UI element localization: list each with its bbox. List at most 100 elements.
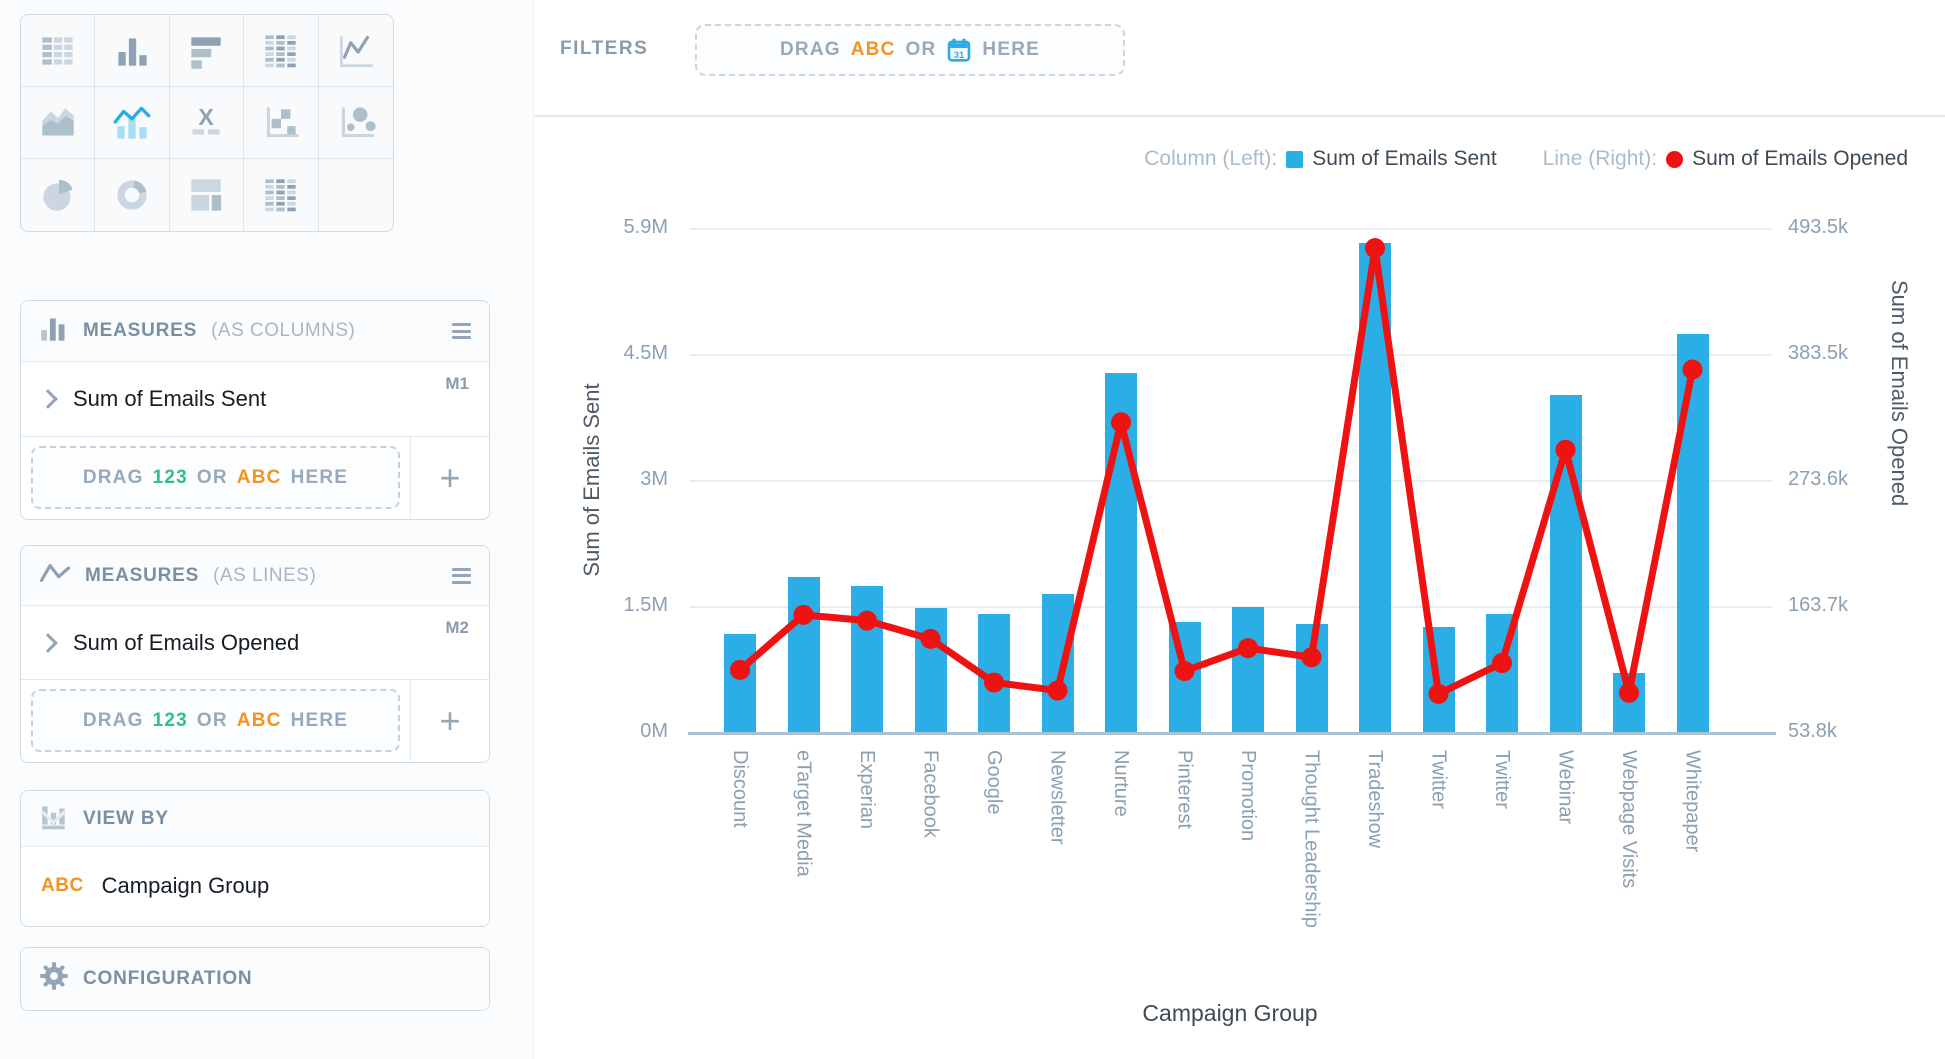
- add-measure-button[interactable]: +: [410, 437, 489, 518]
- chart-type-scatter-plot[interactable]: [244, 87, 319, 159]
- x-axis-line: [688, 732, 1776, 735]
- right-axis-tick: 383.5k: [1788, 342, 1849, 364]
- bar-chart-icon: [191, 36, 222, 69]
- x-tick-label-Promotion: Promotion: [1237, 750, 1259, 842]
- legend-line-series[interactable]: Line (Right): Sum of Emails Opened: [1543, 147, 1908, 171]
- combo-chart-icon: [113, 106, 151, 139]
- line-point-Google[interactable]: [984, 672, 1004, 693]
- line-point-eTarget Media[interactable]: [793, 604, 814, 625]
- line-swatch-icon: [1666, 150, 1684, 168]
- configuration-header[interactable]: CONFIGURATION: [21, 948, 489, 1009]
- line-point-Tradeshow[interactable]: [1365, 238, 1385, 259]
- area-chart-icon: [42, 107, 74, 136]
- line-point-Newsletter[interactable]: [1047, 680, 1068, 701]
- panel-title: MEASURES: [85, 564, 200, 586]
- panel-subtitle: (AS COLUMNS): [211, 320, 356, 341]
- measures-lines-drop-row: DRAG 123 OR ABC HERE +: [21, 680, 489, 761]
- x-tick-label-Experian: Experian: [856, 750, 878, 829]
- bar-Facebook[interactable]: [914, 608, 947, 732]
- drop-text: HERE: [290, 709, 349, 731]
- panel-subtitle: (AS LINES): [213, 564, 317, 586]
- chart-type-combo-chart-selected[interactable]: [95, 87, 170, 159]
- measure-drop-zone[interactable]: DRAG 123 OR ABC HERE: [31, 446, 400, 509]
- configuration-panel[interactable]: CONFIGURATION: [20, 947, 490, 1011]
- x-tick-label-Thought Leadership: Thought Leadership: [1300, 750, 1323, 928]
- x-tick-label-Webpage Visits: Webpage Visits: [1618, 750, 1640, 889]
- chart-type-x-chart[interactable]: X: [169, 87, 245, 159]
- x-tick-label-Nurture: Nurture: [1110, 750, 1132, 817]
- numeric-field-icon: 123: [152, 466, 188, 488]
- x-tick-label-Whitepaper: Whitepaper: [1681, 750, 1704, 853]
- chart-type-bar-chart[interactable]: [169, 15, 245, 87]
- line-point-Webinar[interactable]: [1555, 439, 1576, 460]
- treemap-icon: [191, 179, 222, 211]
- pivot-table-icon: [265, 34, 296, 67]
- bar-Whitepaper[interactable]: [1676, 333, 1709, 732]
- line-point-Discount[interactable]: [730, 659, 750, 680]
- gridline: [690, 480, 1772, 482]
- line-point-Webpage Visits[interactable]: [1619, 682, 1639, 703]
- x-tick-label-Discount: Discount: [729, 750, 751, 828]
- line-point-Whitepaper[interactable]: [1682, 359, 1703, 380]
- chevron-right-icon[interactable]: [38, 389, 58, 409]
- bar-Promotion[interactable]: [1232, 607, 1264, 732]
- chart-type-bubble-chart[interactable]: [318, 87, 393, 159]
- gridline: [690, 354, 1772, 356]
- bar-eTarget Media[interactable]: [787, 576, 820, 732]
- chart-type-pie-chart[interactable]: [21, 159, 96, 231]
- chart-type-pivot-table[interactable]: [244, 15, 319, 87]
- line-point-Experian[interactable]: [857, 610, 877, 631]
- bar-Twitter[interactable]: [1422, 626, 1455, 732]
- right-axis-tick: 53.8k: [1788, 720, 1837, 742]
- x-tick-label-Newsletter: Newsletter: [1046, 750, 1069, 845]
- attribute-name: Campaign Group: [101, 873, 270, 898]
- panel-title: VIEW BY: [83, 807, 169, 829]
- line-point-Twitter[interactable]: [1428, 683, 1449, 704]
- add-measure-button[interactable]: +: [410, 680, 489, 761]
- measure-item-emails-sent[interactable]: Sum of Emails Sent M1: [21, 362, 489, 437]
- drop-text: DRAG: [779, 39, 841, 60]
- bar-Tradeshow[interactable]: [1359, 243, 1391, 732]
- pie-chart-icon: [43, 179, 73, 211]
- panel-title: MEASURES: [83, 320, 198, 341]
- x-tick-label-Webinar: Webinar: [1554, 750, 1577, 825]
- chart-type-line-chart[interactable]: [318, 15, 393, 87]
- bar-Newsletter[interactable]: [1041, 594, 1074, 732]
- filters-drop-zone[interactable]: DRAG ABC OR 31 HERE: [695, 24, 1125, 76]
- drop-text: HERE: [982, 39, 1040, 60]
- legend-column-series[interactable]: Column (Left): Sum of Emails Sent: [1144, 147, 1496, 171]
- chart-type-pivot-table-2[interactable]: [244, 159, 319, 231]
- line-point-Thought Leadership[interactable]: [1301, 647, 1322, 668]
- measure-drop-zone[interactable]: DRAG 123 OR ABC HERE: [31, 689, 400, 752]
- left-axis-tick: 5.9M: [623, 216, 668, 238]
- view-by-item-campaign-group[interactable]: ABC Campaign Group: [21, 847, 489, 925]
- x-tick-label-Twitter: Twitter: [1427, 750, 1450, 809]
- hamburger-icon[interactable]: [452, 323, 471, 339]
- bar-Discount[interactable]: [724, 633, 756, 732]
- chart-type-column-chart[interactable]: [95, 15, 170, 87]
- chevron-right-icon[interactable]: [38, 632, 58, 653]
- measures-as-columns-panel: MEASURES (AS COLUMNS) Sum of Emails Sent…: [20, 300, 490, 520]
- x-tick-label-Pinterest: Pinterest: [1173, 750, 1196, 829]
- chart-type-table[interactable]: [21, 15, 96, 87]
- chart-type-area-chart[interactable]: [21, 87, 96, 159]
- measure-badge: M1: [445, 374, 469, 393]
- line-point-Twitter[interactable]: [1492, 652, 1512, 673]
- line-point-Nurture[interactable]: [1111, 412, 1131, 433]
- line-point-Promotion[interactable]: [1238, 638, 1258, 659]
- chart-type-treemap[interactable]: [170, 159, 245, 231]
- chart-type-donut-chart[interactable]: [95, 159, 170, 231]
- left-axis-tick: 0M: [640, 720, 668, 742]
- line-point-Facebook[interactable]: [920, 628, 941, 649]
- bar-Twitter[interactable]: [1486, 614, 1518, 732]
- measure-item-emails-opened[interactable]: Sum of Emails Opened M2: [21, 606, 489, 680]
- chart-type-empty: [319, 159, 393, 231]
- bar-Thought Leadership[interactable]: [1295, 624, 1328, 732]
- bar-Experian[interactable]: [851, 585, 883, 732]
- view-by-panel: VIEW BY ABC Campaign Group: [20, 790, 490, 927]
- view-by-header: VIEW BY: [21, 791, 489, 847]
- hamburger-icon[interactable]: [452, 567, 471, 584]
- line-point-Pinterest[interactable]: [1174, 661, 1195, 682]
- chart-type-picker: X: [20, 14, 394, 232]
